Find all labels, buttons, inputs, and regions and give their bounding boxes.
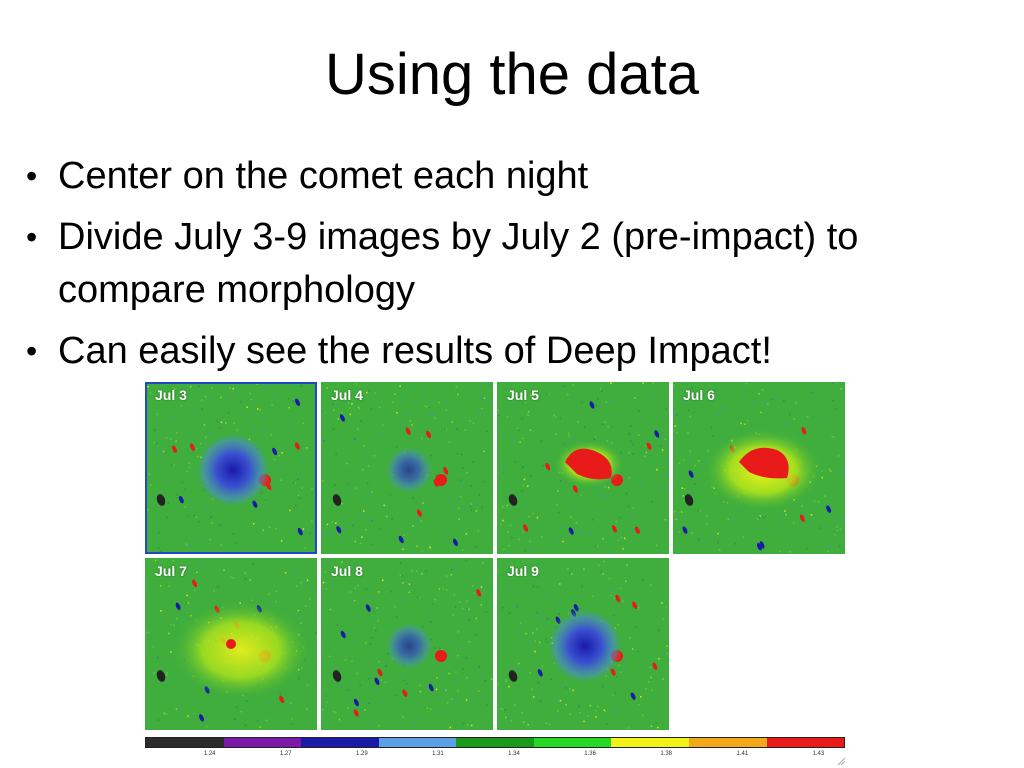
slide-title: Using the data xyxy=(324,42,700,107)
colorbar-tick-label: 1.27 xyxy=(279,751,292,757)
panel-label: Jul 7 xyxy=(155,563,187,579)
colorbar-tick-label: 1.38 xyxy=(660,751,673,757)
colorbar-segment xyxy=(688,738,767,747)
comet-ratio-image xyxy=(145,382,317,554)
colorbar-segment xyxy=(456,738,534,747)
panel-label: Jul 6 xyxy=(683,387,715,403)
panel-jul-3[interactable]: Jul 3 xyxy=(145,382,317,554)
bullet-item: • Can easily see the results of Deep Imp… xyxy=(26,325,1006,378)
comet-image-mosaic[interactable]: Jul 3 Jul 4 Jul 5 Jul 6 Jul 7 Jul 8 Jul … xyxy=(145,382,845,734)
bullet-item: • Divide July 3-9 images by July 2 (pre-… xyxy=(26,211,1006,317)
colorbar-segment xyxy=(611,738,689,747)
panel-label: Jul 8 xyxy=(331,563,363,579)
comet-ratio-image xyxy=(321,382,493,554)
bullet-marker: • xyxy=(26,219,38,255)
colorbar-tick-label: 1.29 xyxy=(356,751,368,757)
panel-jul-5[interactable]: Jul 5 xyxy=(497,382,669,554)
panel-label: Jul 9 xyxy=(507,563,539,579)
comet-ratio-image xyxy=(497,558,669,730)
colorbar-tick-label: 1.24 xyxy=(203,751,216,757)
colorbar xyxy=(145,737,845,748)
comet-ratio-image xyxy=(145,558,317,730)
panel-label: Jul 3 xyxy=(155,387,187,403)
panel-label: Jul 4 xyxy=(331,387,363,403)
colorbar-tick-label: 1.43 xyxy=(812,751,825,757)
colorbar-segment xyxy=(766,738,845,747)
comet-ratio-image xyxy=(321,558,493,730)
panel-jul-6[interactable]: Jul 6 xyxy=(673,382,845,554)
bullet-item: • Center on the comet each night xyxy=(26,150,1006,203)
colorbar-tick-label: 1.34 xyxy=(508,751,520,757)
panel-jul-7[interactable]: Jul 7 xyxy=(145,558,317,730)
colorbar-segment xyxy=(533,738,612,747)
panel-jul-8[interactable]: Jul 8 xyxy=(321,558,493,730)
bullet-marker: • xyxy=(26,158,38,194)
colorbar-segment xyxy=(301,738,379,747)
panel-jul-4[interactable]: Jul 4 xyxy=(321,382,493,554)
panel-jul-9[interactable]: Jul 9 xyxy=(497,558,669,730)
colorbar-tick-label: 1.31 xyxy=(432,751,444,757)
bullet-text: Divide July 3-9 images by July 2 (pre-im… xyxy=(58,216,859,311)
colorbar-tick-label: 1.36 xyxy=(584,751,596,757)
colorbar-segment xyxy=(146,738,224,747)
panel-label: Jul 5 xyxy=(507,387,539,403)
resize-grip-icon[interactable] xyxy=(836,756,846,766)
colorbar-ticks: 1.24 1.27 1.29 1.31 1.34 1.36 1.38 1.41 1.43 xyxy=(145,751,845,763)
bullet-text: Center on the comet each night xyxy=(58,155,589,197)
comet-ratio-image xyxy=(497,382,669,554)
colorbar-segment xyxy=(223,738,302,747)
comet-ratio-image xyxy=(673,382,845,554)
bullet-list: • Center on the comet each night • Divid… xyxy=(26,150,1006,386)
bullet-marker: • xyxy=(26,333,38,369)
colorbar-tick-label: 1.41 xyxy=(736,751,749,757)
colorbar-segment xyxy=(378,738,457,747)
bullet-text: Can easily see the results of Deep Impac… xyxy=(58,330,772,372)
